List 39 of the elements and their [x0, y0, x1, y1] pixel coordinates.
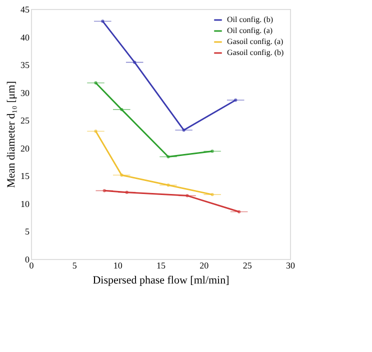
point: [210, 150, 214, 153]
point: [166, 184, 170, 187]
point: [101, 20, 104, 23]
point: [120, 174, 124, 177]
point: [94, 81, 98, 84]
y-tick-label: 30: [20, 88, 30, 98]
legend-label: Gasoil config. (a): [227, 37, 284, 46]
x-tick-label: 15: [156, 260, 166, 270]
y-tick-label: 40: [20, 32, 30, 42]
point: [133, 60, 136, 64]
x-tick-label: 25: [242, 260, 252, 270]
x-tick-label: 30: [286, 260, 296, 270]
legend-label: Oil config. (b): [227, 15, 274, 24]
y-tick-label: 10: [20, 198, 30, 209]
point: [234, 98, 238, 102]
x-tick-label: 10: [113, 260, 123, 270]
point: [210, 192, 214, 196]
point: [182, 128, 186, 132]
point: [125, 190, 128, 194]
y-tick-label: 15: [20, 171, 30, 182]
line-series: [94, 130, 214, 196]
y-tick-label: 35: [20, 60, 30, 70]
y-tick-label: 20: [20, 143, 30, 154]
legend-label: Oil config. (a): [227, 26, 273, 35]
point: [102, 189, 106, 192]
point: [94, 130, 98, 133]
point: [186, 194, 189, 198]
y-tick-label: 5: [25, 226, 30, 237]
y-tick-label: 25: [20, 116, 30, 126]
x-tick-label: 20: [200, 260, 210, 270]
x-axis-title: Dispersed phase flow [ml/min]: [92, 274, 230, 286]
y-tick-label: 45: [20, 4, 30, 14]
x-tick-label: 5: [72, 260, 78, 270]
point: [166, 155, 170, 158]
point: [120, 108, 124, 112]
legend-label: Gasoil config. (b): [227, 48, 284, 57]
line-series: [94, 81, 214, 158]
y-axis-title: Mean diameter d₁₀ [μm]: [6, 81, 18, 188]
point: [237, 210, 241, 214]
